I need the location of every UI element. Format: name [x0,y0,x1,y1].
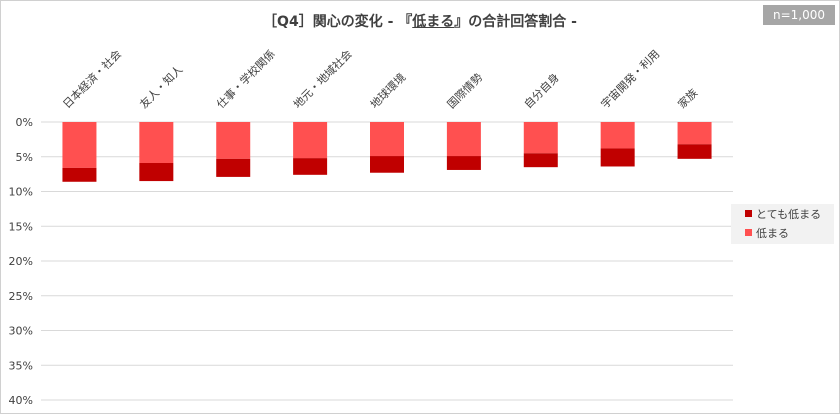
y-tick-label: 35% [9,359,33,372]
category-label: 地球環境 [367,70,408,111]
category-label: 国際情勢 [444,70,485,111]
category-label: 宇宙開発・利用 [598,47,662,111]
chart-title: ［Q4］関心の変化 - 『低まる』の合計回答割合 - [1,11,839,31]
y-tick-label: 20% [9,255,33,268]
y-tick-label: 25% [9,290,33,303]
title-part-1: ［Q4］関心の変化 - 『 [263,14,413,30]
sample-size-badge: n=1,000 [762,5,835,25]
bar-segment-low [216,122,251,159]
bar-segment-very-low [523,153,558,168]
bar-segment-very-low [446,156,481,170]
category-label: 地元・地域社会 [290,47,354,111]
y-tick-label: 5% [16,151,33,164]
bar-segment-very-low [600,148,635,167]
category-label: 家族 [675,86,700,111]
bar-segment-very-low [216,158,251,177]
bar-segment-low [370,122,404,157]
legend-label-low: 低まる [756,226,789,240]
category-label: 仕事・学校関係 [213,47,277,111]
y-tick-label: 15% [9,220,33,233]
bar-segment-very-low [370,156,404,173]
y-tick-label: 30% [9,325,33,338]
legend-swatch-low [745,229,752,236]
category-label: 友人・知人 [137,62,186,111]
bar-segment-low [139,122,174,164]
y-tick-label: 0% [16,116,33,129]
bar-segment-very-low [62,167,97,182]
category-label: 自分自身 [521,70,562,111]
y-tick-label: 40% [9,394,33,407]
bar-segment-low [446,122,481,157]
legend-item-very-low: とても低まる [731,204,834,223]
category-label: 日本経済・社会 [60,47,124,111]
y-tick-label: 10% [9,186,33,199]
bar-segment-very-low [677,144,712,159]
title-part-3: 』の合計回答割合 - [454,14,577,30]
bar-segment-very-low [293,158,328,175]
legend-swatch-very-low [745,210,752,217]
bar-segment-low [293,122,328,159]
legend-label-very-low: とても低まる [756,207,822,221]
bar-segment-low [600,122,635,149]
title-part-2-underlined: 低まる [412,14,455,30]
bar-segment-low [523,122,558,154]
bar-segment-low [677,122,712,145]
bar-segment-low [62,122,97,168]
legend-item-low: 低まる [731,223,834,242]
bar-segment-very-low [139,163,174,182]
legend: とても低まる 低まる [731,204,834,244]
